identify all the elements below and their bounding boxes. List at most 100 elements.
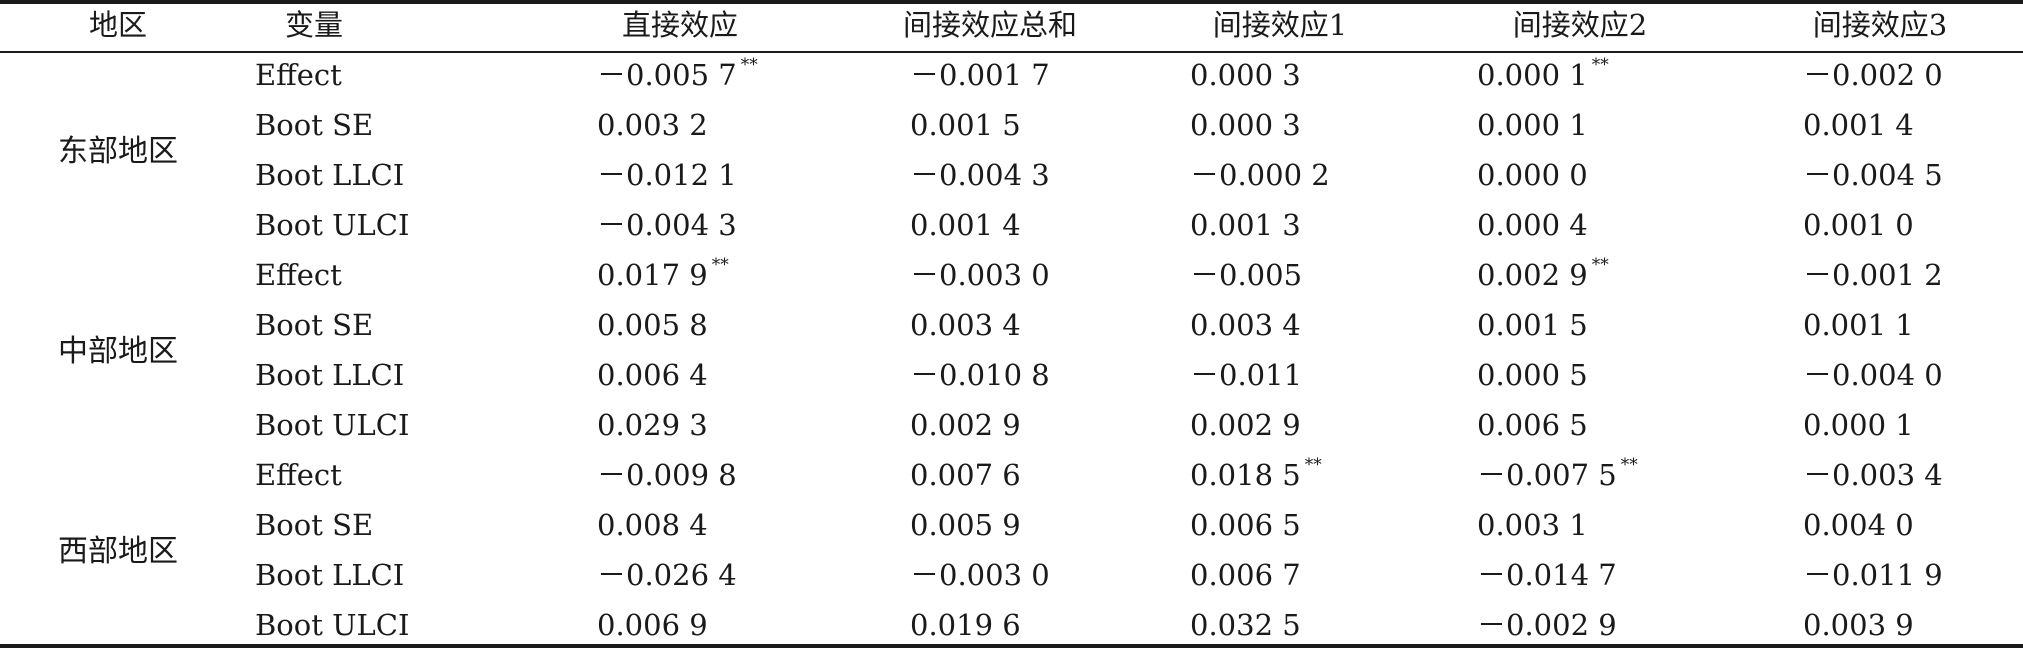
significance-marker: ** [1591,55,1609,76]
header-region: 地区 [88,8,147,42]
value-cell: 0.005 8 [597,308,708,342]
value-text: 0.003 2 [597,108,708,142]
value-text: 0.017 9 [597,258,708,292]
value-cell: －0.012 1 [597,158,737,192]
value-text: －0.007 5 [1477,458,1617,492]
value-cell: －0.003 0 [910,258,1050,292]
value-text: 0.002 9 [910,408,1021,442]
value-cell: 0.029 3 [597,408,708,442]
value-text: 0.006 9 [597,608,708,642]
value-text: －0.003 0 [910,558,1050,592]
significance-marker: ** [1591,255,1609,276]
value-text: 0.001 0 [1803,208,1914,242]
value-text: －0.002 9 [1477,608,1617,642]
value-text: 0.001 3 [1190,208,1301,242]
value-cell: －0.005 7 ** [597,57,758,92]
variable-label: Boot SE [255,508,374,542]
value-text: 0.000 5 [1477,358,1588,392]
value-cell: 0.019 6 [910,608,1021,642]
value-text: 0.003 4 [1190,308,1301,342]
value-text: －0.004 3 [597,208,737,242]
value-cell: －0.004 0 [1803,358,1943,392]
header-direct-effect: 直接效应 [621,8,738,42]
header-indirect-2: 间接效应2 [1512,8,1648,42]
value-cell: －0.002 0 [1803,58,1943,92]
value-cell: 0.001 5 [1477,308,1588,342]
value-cell: －0.011 [1190,358,1302,392]
value-text: 0.005 9 [910,508,1021,542]
value-text: －0.011 [1190,358,1303,392]
value-text: －0.026 4 [597,558,737,592]
value-cell: 0.000 1 ** [1477,55,1609,92]
value-text: －0.004 3 [910,158,1050,192]
value-cell: 0.003 1 [1477,508,1588,542]
value-text: 0.000 4 [1477,208,1588,242]
value-cell: －0.000 2 [1190,158,1330,192]
value-text: 0.005 8 [597,308,708,342]
value-cell: 0.000 1 [1803,408,1914,442]
value-text: 0.019 6 [910,608,1021,642]
value-cell: 0.004 0 [1803,508,1914,542]
region-label: 西部地区 [58,534,178,569]
value-cell: 0.006 9 [597,608,708,642]
value-text: 0.002 9 [1190,408,1301,442]
variable-label: Effect [255,58,342,92]
table-top-rule [0,0,2023,4]
significance-marker: ** [711,255,729,276]
value-text: 0.006 4 [597,358,708,392]
value-text: －0.003 0 [910,258,1050,292]
value-text: 0.001 5 [910,108,1021,142]
value-cell: －0.001 2 [1803,258,1943,292]
value-cell: －0.004 3 [910,158,1050,192]
value-cell: 0.032 5 [1190,608,1301,642]
region-label: 东部地区 [58,134,178,169]
value-cell: －0.003 4 [1803,458,1943,492]
value-cell: 0.003 9 [1803,608,1914,642]
significance-marker: ** [1620,455,1638,476]
value-cell: 0.007 6 [910,458,1021,492]
variable-label: Boot SE [255,308,374,342]
value-text: －0.004 0 [1803,358,1943,392]
value-text: 0.006 7 [1190,558,1301,592]
value-text: －0.003 4 [1803,458,1943,492]
value-cell: －0.003 0 [910,558,1050,592]
value-cell: 0.006 7 [1190,558,1301,592]
value-text: －0.002 0 [1803,58,1943,92]
value-text: －0.009 8 [597,458,737,492]
variable-label: Boot LLCI [255,358,405,392]
value-cell: 0.000 0 [1477,158,1588,192]
header-variable: 变量 [285,8,344,42]
value-text: －0.005 7 [597,58,737,92]
value-text: 0.003 4 [910,308,1021,342]
value-text: 0.002 9 [1477,258,1588,292]
value-cell: 0.001 4 [910,208,1021,242]
value-cell: 0.003 2 [597,108,708,142]
variable-label: Effect [255,458,342,492]
value-text: 0.001 4 [1803,108,1914,142]
variable-label: Boot ULCI [255,408,410,442]
value-cell: 0.001 5 [910,108,1021,142]
variable-label: Boot LLCI [255,158,405,192]
value-cell: 0.000 4 [1477,208,1588,242]
table-header-rule [0,51,2023,53]
value-text: 0.001 4 [910,208,1021,242]
value-cell: 0.003 4 [910,308,1021,342]
value-text: 0.000 1 [1477,58,1588,92]
value-cell: －0.011 9 [1803,558,1943,592]
value-text: 0.006 5 [1190,508,1301,542]
value-cell: 0.000 3 [1190,58,1301,92]
value-cell: 0.017 9 ** [597,255,729,292]
value-text: 0.000 3 [1190,108,1301,142]
value-cell: 0.006 5 [1190,508,1301,542]
value-text: 0.000 1 [1803,408,1914,442]
variable-label: Effect [255,258,342,292]
value-cell: 0.000 3 [1190,108,1301,142]
value-text: －0.001 7 [910,58,1050,92]
value-cell: 0.002 9 [910,408,1021,442]
value-text: －0.001 2 [1803,258,1943,292]
value-text: －0.000 2 [1190,158,1330,192]
value-cell: 0.018 5 ** [1190,457,1322,492]
value-cell: －0.004 3 [597,208,737,242]
value-text: －0.012 1 [597,158,737,192]
value-text: －0.011 9 [1803,558,1943,592]
